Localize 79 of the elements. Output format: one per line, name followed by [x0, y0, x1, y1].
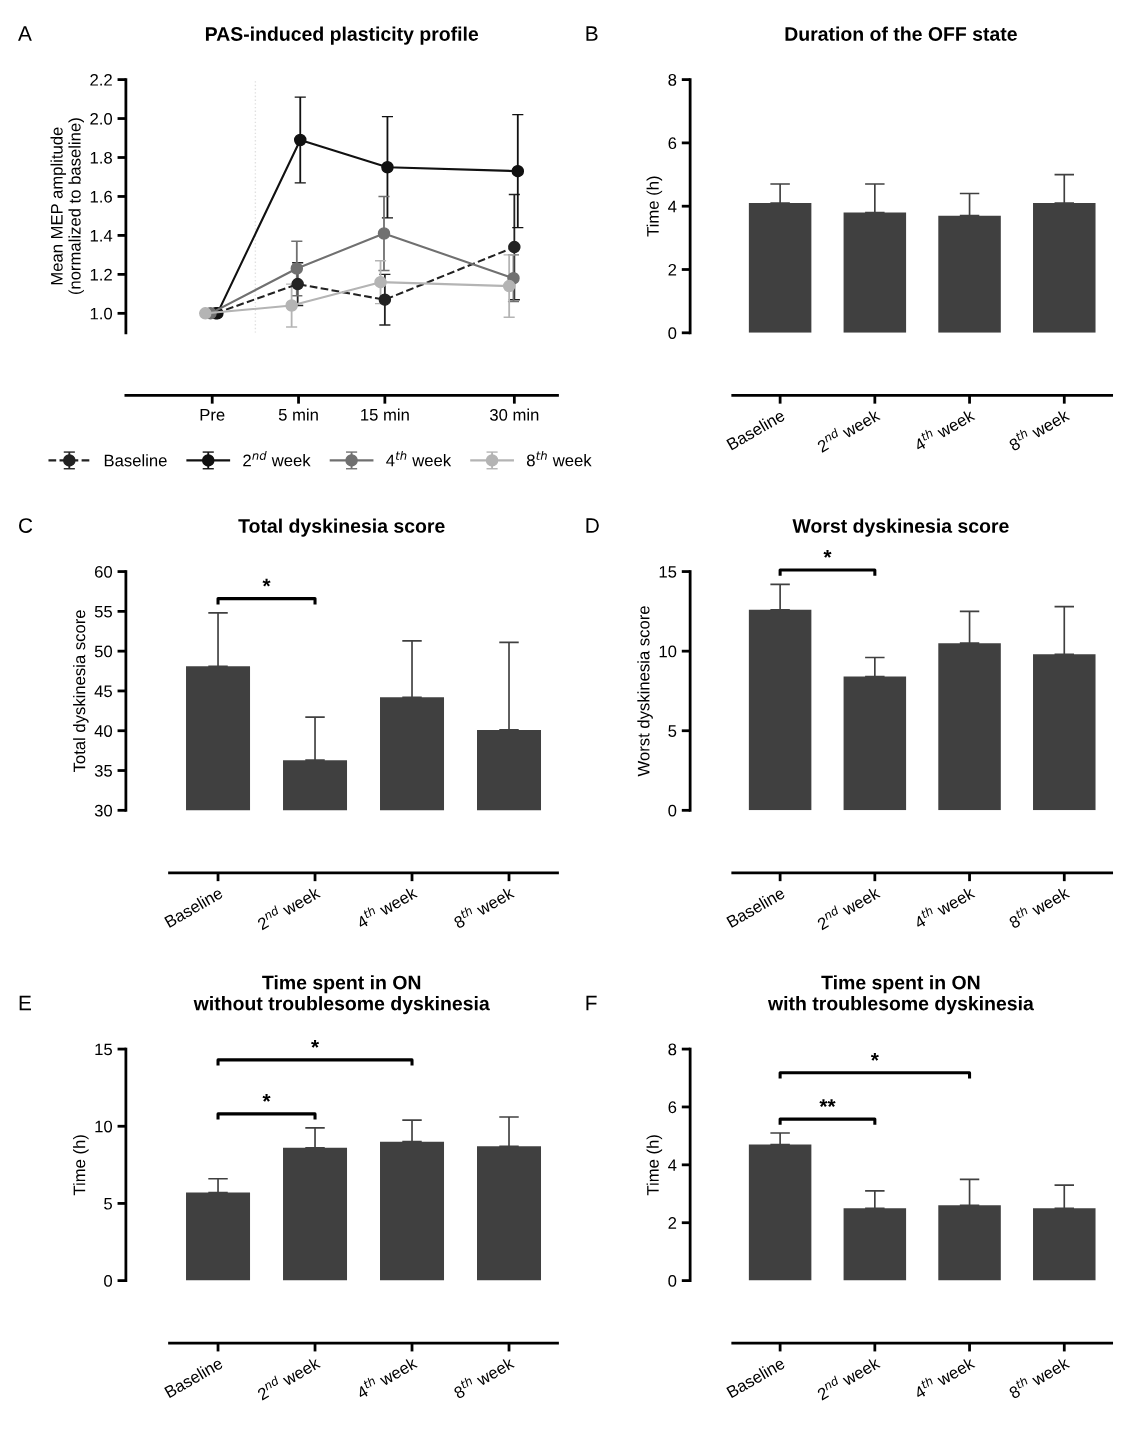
x-tick-label: 8$^{th}$ week — [1006, 405, 1071, 452]
y-tick-label: 5 — [104, 1197, 112, 1210]
x-tick-label: 4$^{th}$ week — [911, 1353, 976, 1400]
annotation: ** — [819, 1099, 836, 1107]
y-tick-label: 1.8 — [90, 151, 112, 164]
text: D — [586, 518, 599, 533]
y-tick-label: 1.2 — [90, 268, 112, 281]
y-tick-label: 40 — [94, 725, 113, 737]
x-tick-label: 8$^{th}$ week — [451, 883, 516, 929]
y-axis-title: Total dyskinesia score — [73, 610, 89, 773]
y-tick-label: 35 — [94, 764, 112, 777]
x-tick-label: 4$^{th}$ week — [353, 1353, 419, 1400]
legend-label: 8$^{th}$ week — [526, 450, 592, 467]
y-tick-label: 6 — [668, 137, 677, 150]
annotation: * — [262, 1093, 271, 1102]
x-tick-label: 4$^{th}$ week — [353, 883, 419, 930]
chart-title: Time spent in ON with troublesome dyskinesia — [767, 975, 1034, 1015]
chart-title: Time spent in ON without troublesome dyskinesia — [193, 975, 490, 1015]
x-tick-label: 5 min — [278, 408, 318, 421]
annotation: * — [870, 1052, 879, 1061]
y-tick-label: 45 — [94, 685, 112, 698]
y-tick-label: 4 — [668, 200, 677, 213]
y-axis-title: Time (h) — [73, 1135, 89, 1196]
x-tick-label: 15 min — [361, 408, 409, 421]
y-tick-label: 0 — [104, 1275, 113, 1287]
text: A — [18, 26, 32, 41]
x-tick-label: 2$^{nd}$ week — [814, 1353, 881, 1401]
y-tick-label: 50 — [94, 645, 113, 658]
y-tick-label: 30 — [94, 804, 113, 817]
x-tick-label: 2$^{nd}$ week — [814, 405, 881, 453]
legend-label: 2$^{nd}$ week — [243, 450, 311, 467]
text: * — [823, 550, 832, 558]
chart-title: PAS-induced plasticity profile — [205, 26, 479, 45]
x-tick-label: 30 min — [489, 408, 539, 421]
y-tick-label: 1.6 — [90, 190, 112, 203]
chart-title: Duration of the OFF state — [785, 26, 1017, 41]
y-tick-label: 2.2 — [90, 73, 112, 86]
text: B — [586, 26, 598, 41]
y-tick-label: 2 — [668, 1217, 677, 1229]
x-tick-label: 4$^{th}$ week — [911, 883, 976, 930]
y-tick-label: 2.0 — [90, 112, 113, 125]
y-tick-label: 0 — [668, 327, 677, 340]
chart-title: Total dyskinesia score — [238, 518, 445, 537]
x-tick-label: 8$^{th}$ week — [1006, 1353, 1071, 1400]
y-tick-label: 2 — [668, 263, 677, 276]
x-tick-label: 2$^{nd}$ week — [814, 883, 881, 931]
annotation: * — [262, 578, 271, 587]
y-tick-label: 15 — [95, 1043, 112, 1056]
legend-label: 4$^{th}$ week — [386, 450, 452, 467]
y-tick-label: 6 — [668, 1101, 677, 1114]
legend-label: Baseline — [104, 454, 167, 467]
x-tick-label: 2$^{nd}$ week — [254, 883, 322, 931]
y-tick-label: 10 — [95, 1120, 113, 1133]
x-tick-label: 8$^{th}$ week — [1006, 883, 1071, 929]
y-tick-label: 1.0 — [90, 307, 113, 320]
y-tick-label: 1.4 — [90, 229, 113, 242]
y-tick-label: 55 — [94, 605, 112, 618]
text: F — [586, 995, 597, 1011]
x-tick-label: 8$^{th}$ week — [451, 1353, 516, 1400]
y-tick-label: 8 — [668, 73, 677, 86]
y-tick-label: 8 — [668, 1043, 677, 1056]
y-axis-title: Worst dyskinesia score — [637, 606, 653, 777]
y-tick-label: 15 — [659, 566, 677, 578]
chart-title: Worst dyskinesia score — [792, 518, 1009, 537]
y-tick-label: 4 — [668, 1159, 677, 1171]
y-tick-label: 10 — [659, 645, 677, 658]
text: * — [311, 1039, 320, 1048]
text: C — [19, 518, 33, 533]
x-tick-label: Pre — [200, 409, 225, 421]
y-tick-label: 0 — [668, 804, 677, 817]
y-axis-title: Time (h) — [646, 176, 663, 237]
y-tick-label: 60 — [95, 565, 113, 578]
x-tick-label: 2$^{nd}$ week — [254, 1353, 322, 1401]
y-tick-label: 5 — [668, 725, 677, 737]
y-axis-title: Mean MEP amplitude (normalized to baseline) — [50, 118, 84, 295]
y-tick-label: 0 — [668, 1275, 677, 1287]
text: E — [19, 995, 31, 1011]
y-axis-title: Time (h) — [646, 1135, 663, 1196]
x-tick-label: 4$^{th}$ week — [911, 405, 976, 452]
